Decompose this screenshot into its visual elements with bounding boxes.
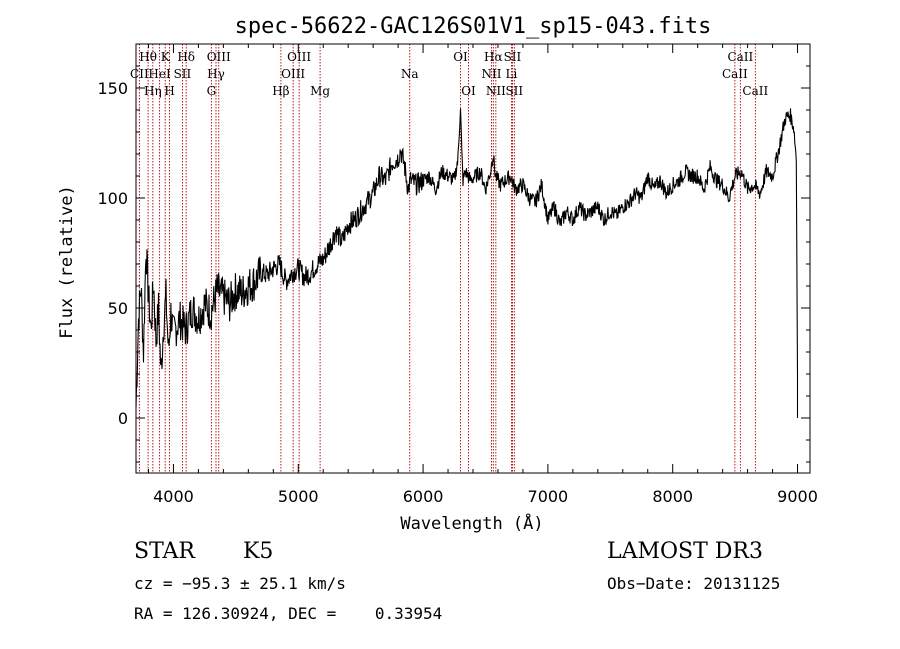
spectral-line-label: CaII [722,67,748,81]
spectral-line-label: CaII [727,50,753,64]
spectral-line-label: OI [461,84,476,98]
spectral-line-label: Hη [144,84,162,98]
y-axis-label: Flux (relative) [57,185,77,339]
plot-frame [135,43,811,474]
chart-title: spec-56622-GAC126S01V1_sp15-043.fits [235,14,712,39]
spectral-line-label: Hβ [272,84,289,98]
spectral-line-label: Hθ [139,50,157,64]
x-axis-label: Wavelength (Å) [400,512,543,534]
x-tick-label: 6000 [403,487,444,506]
observation-date: Obs−Date: 20131125 [607,574,781,593]
spectral-line-label: OIII [207,50,231,64]
spectral-line-label: G [207,84,217,98]
spectral-line-label: SII [504,50,522,64]
spectral-line-label: Li [506,67,518,81]
spectral-line-label: CII [130,67,149,81]
spectral-line-label: Na [401,67,419,81]
spectral-line-label: Hα [484,50,503,64]
spectral-line-label: SII [174,67,192,81]
spectral-line-markers [138,44,756,473]
spectral-line-label: SII [505,84,523,98]
spectral-line-label: OI [453,50,468,64]
y-tick-label: 0 [118,409,128,428]
x-tick-label: 7000 [528,487,569,506]
survey-name: LAMOST DR3 [607,539,763,564]
spectral-line-label: Hδ [177,50,195,64]
x-tick-label: 9000 [777,487,818,506]
spectral-line-label: OIII [287,50,311,64]
spectral-line-label: NII [486,84,506,98]
y-tick-label: 100 [97,189,128,208]
y-tick-label: 150 [97,79,128,98]
spectral-line-label: Mg [310,84,330,98]
y-axis-ticks: 0 50 100 150 [97,65,810,463]
object-subclass: K5 [243,539,274,564]
spectral-line-label: H [164,84,174,98]
spectral-line-labels: CIIHθHηHeIKHSIIHδGHγOIIIHβOIIIOIIIMgNaOI… [130,50,768,98]
x-tick-label: 4000 [153,487,194,506]
x-axis-ticks: 4000 5000 6000 7000 8000 9000 [147,44,818,506]
spectrum-series-line [135,108,799,418]
spectral-line-label: HeI [148,67,171,81]
sky-coordinates: RA = 126.30924, DEC = 0.33954 [134,604,443,623]
x-tick-label: 5000 [278,487,319,506]
y-tick-label: 50 [108,299,128,318]
spectral-line-label: CaII [742,84,768,98]
x-tick-label: 8000 [652,487,693,506]
spectral-line-label: NII [481,67,501,81]
spectral-line-label: K [161,50,171,64]
spectral-line-label: OIII [281,67,305,81]
spectral-line-label: Hγ [207,67,225,81]
object-class: STAR [134,539,195,564]
redshift-velocity: cz = −95.3 ± 25.1 km/s [134,574,346,593]
